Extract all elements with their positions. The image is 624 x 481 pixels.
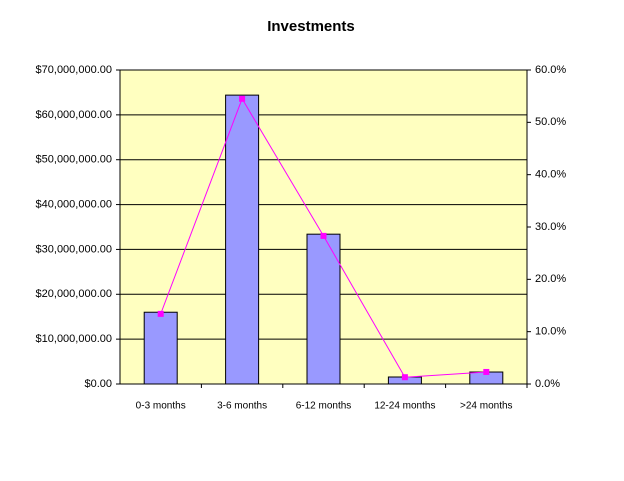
bar <box>306 233 341 385</box>
y2-tick-label: 60.0% <box>535 64 566 76</box>
y-tick-label: $0.00 <box>84 378 112 390</box>
y2-tick-label: 0.0% <box>535 378 560 390</box>
bar <box>143 311 178 385</box>
y-tick-label: $20,000,000.00 <box>36 288 112 300</box>
y-tick-label: $30,000,000.00 <box>36 243 112 255</box>
chart-title: Investments <box>267 18 355 35</box>
y-tick-label: $50,000,000.00 <box>36 154 112 166</box>
marker <box>401 374 408 381</box>
y-tick-label: $10,000,000.00 <box>36 333 112 345</box>
y2-tick-label: 10.0% <box>535 326 566 338</box>
y-tick-label: $40,000,000.00 <box>36 198 112 210</box>
x-tick-label: >24 months <box>460 401 513 412</box>
marker <box>239 95 246 102</box>
x-tick-label: 3-6 months <box>217 401 267 412</box>
marker <box>320 232 327 239</box>
y-tick-label: $60,000,000.00 <box>36 109 112 121</box>
y2-tick-label: 20.0% <box>535 273 566 285</box>
marker <box>157 310 164 317</box>
x-tick-label: 6-12 months <box>296 401 352 412</box>
marker <box>483 368 490 375</box>
y2-tick-label: 30.0% <box>535 221 566 233</box>
y-tick-label: $70,000,000.00 <box>36 64 112 76</box>
y2-tick-label: 40.0% <box>535 169 566 181</box>
y2-tick-label: 50.0% <box>535 116 566 128</box>
x-tick-label: 0-3 months <box>136 401 186 412</box>
x-tick-label: 12-24 months <box>374 401 435 412</box>
bar <box>225 94 260 385</box>
